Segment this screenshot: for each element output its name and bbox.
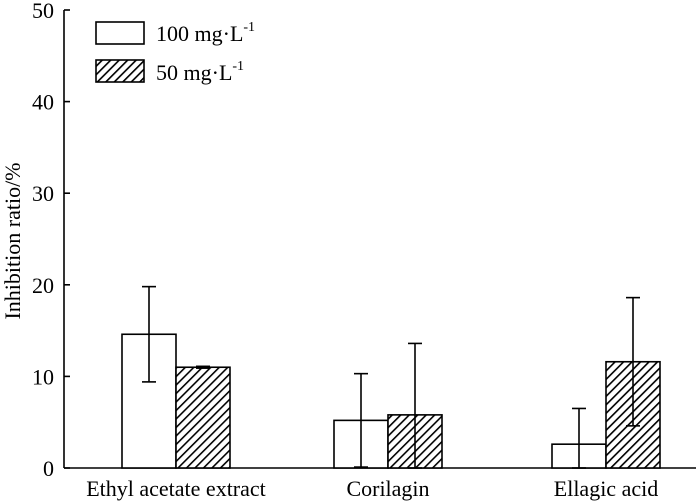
legend-label-50: 50 mg·L-1 [156,59,244,85]
legend-label-50-sup: -1 [232,59,244,74]
y-tick-label: 50 [32,0,54,23]
x-labels: Ethyl acetate extract Corilagin Ellagic … [86,476,658,501]
legend-swatch-50 [95,59,145,83]
legend-label-100-text: 100 mg·L [156,21,243,46]
legend-label-50-text: 50 mg·L [156,60,232,85]
y-tick-label: 10 [32,364,54,389]
y-tick-label: 20 [32,273,54,298]
y-axis-title: Inhibition ratio/% [0,162,25,319]
y-tick-labels: 0 10 20 30 40 50 [32,0,54,481]
y-tick-label: 30 [32,181,54,206]
legend-label-100: 100 mg·L-1 [156,20,255,46]
legend-swatch-100 [95,21,145,45]
legend: 100 mg·L-1 50 mg·L-1 [95,20,255,85]
legend-label-100-sup: -1 [243,20,255,35]
x-category-label: Ethyl acetate extract [86,476,266,501]
y-ticks [64,9,70,469]
error-bars [142,285,640,469]
bar-50-0 [175,366,231,469]
x-category-label: Corilagin [346,476,429,501]
y-tick-label: 0 [43,456,54,481]
x-category-label: Ellagic acid [554,476,658,501]
y-tick-label: 40 [32,90,54,115]
